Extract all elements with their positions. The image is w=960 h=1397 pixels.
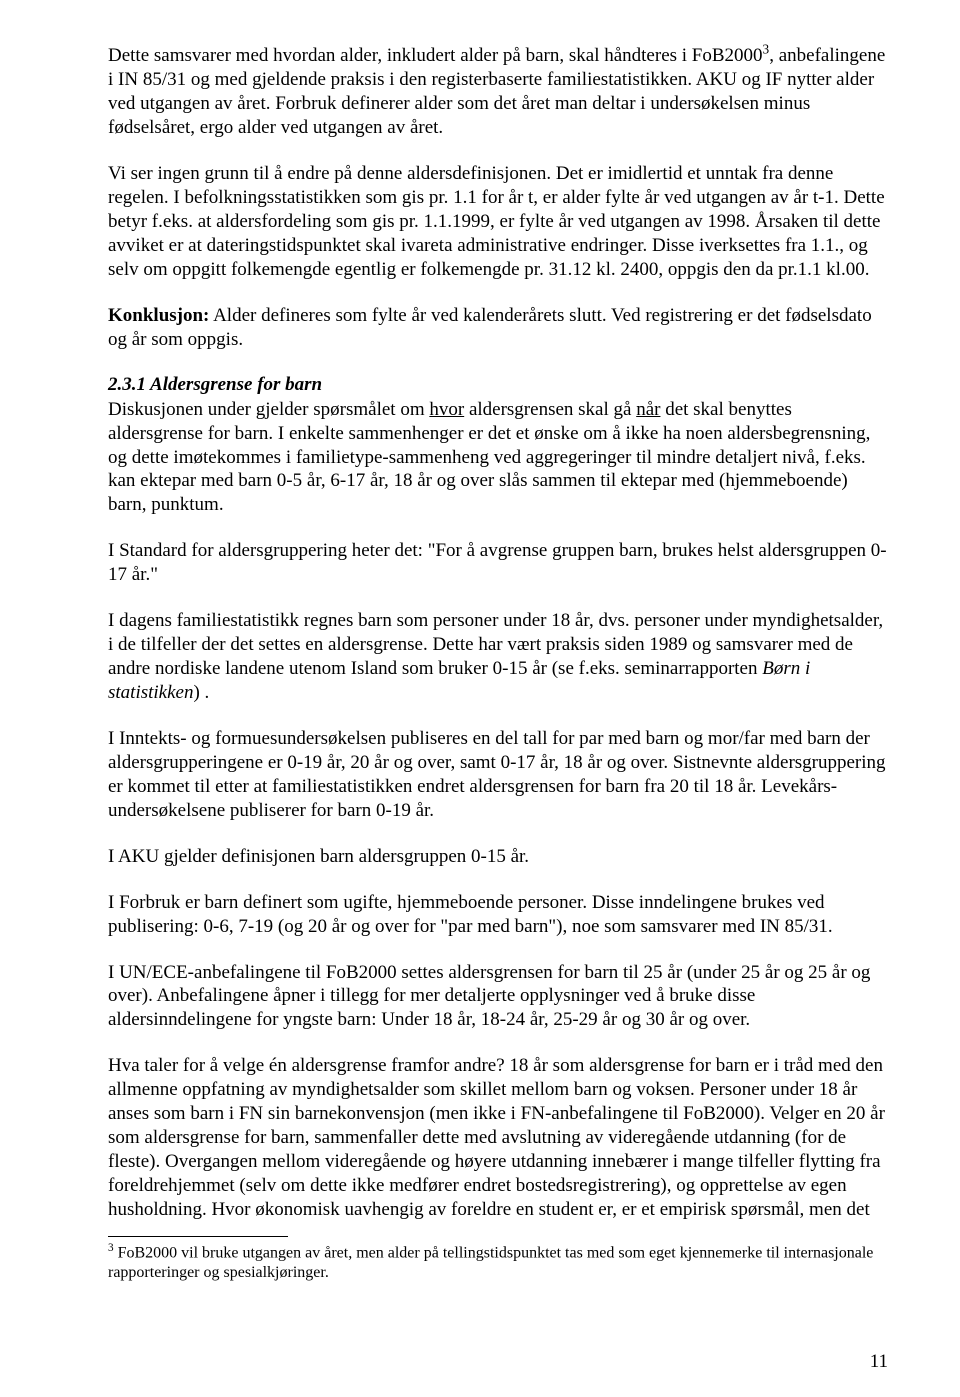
body-text: Alder defineres som fylte år ved kalende… [108, 305, 872, 350]
paragraph-7: I Inntekts- og formuesundersøkelsen publ… [108, 727, 888, 823]
section-heading-2-3-1: 2.3.1 Aldersgrense for barn [108, 374, 888, 396]
body-text: aldersgrensen skal gå [464, 399, 636, 420]
underline-naar: når [636, 399, 660, 420]
footnote-separator [108, 1236, 288, 1237]
paragraph-11: Hva taler for å velge én aldersgrense fr… [108, 1054, 888, 1222]
body-text: Diskusjonen under gjelder spørsmålet om [108, 399, 429, 420]
footnote-text: FoB2000 vil bruke utgangen av året, men … [108, 1244, 873, 1281]
page-number: 11 [870, 1351, 888, 1373]
paragraph-4: Diskusjonen under gjelder spørsmålet om … [108, 398, 888, 518]
footnote-3: 3 FoB2000 vil bruke utgangen av året, me… [108, 1241, 888, 1283]
paragraph-10: I UN/ECE-anbefalingene til FoB2000 sette… [108, 961, 888, 1033]
paragraph-2: Vi ser ingen grunn til å endre på denne … [108, 162, 888, 282]
paragraph-1: Dette samsvarer med hvordan alder, inklu… [108, 42, 888, 140]
paragraph-9: I Forbruk er barn definert som ugifte, h… [108, 891, 888, 939]
paragraph-6: I dagens familiestatistikk regnes barn s… [108, 609, 888, 705]
paragraph-3-konklusjon: Konklusjon: Alder defineres som fylte år… [108, 304, 888, 352]
body-text: ) . [193, 682, 209, 703]
underline-hvor: hvor [429, 399, 464, 420]
paragraph-5: I Standard for aldersgruppering heter de… [108, 539, 888, 587]
document-page: Dette samsvarer med hvordan alder, inklu… [0, 0, 960, 1397]
konklusjon-label: Konklusjon: [108, 305, 209, 326]
body-text: Dette samsvarer med hvordan alder, inklu… [108, 45, 885, 138]
paragraph-8: I AKU gjelder definisjonen barn aldersgr… [108, 845, 888, 869]
